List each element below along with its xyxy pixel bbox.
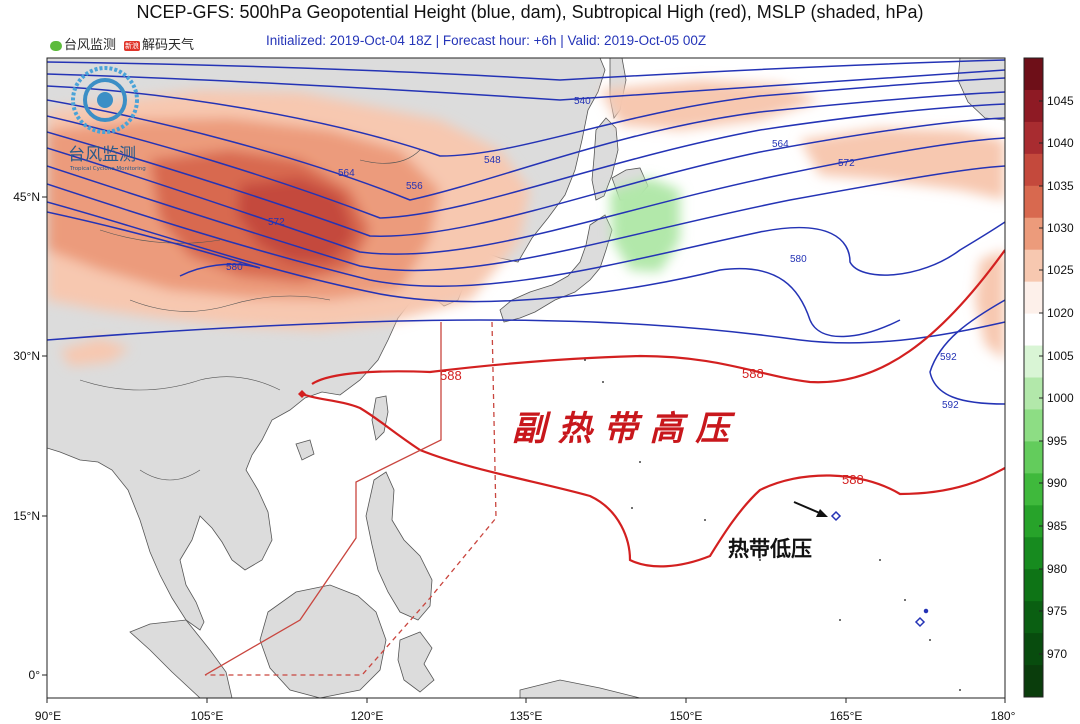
svg-text:580: 580 xyxy=(226,262,243,273)
colorbar-segment xyxy=(1024,601,1043,634)
svg-text:135°E: 135°E xyxy=(510,709,543,723)
tropical-depression-marker xyxy=(830,510,929,628)
colorbar-tick-label: 1020 xyxy=(1047,306,1074,320)
svg-text:165°E: 165°E xyxy=(830,709,863,723)
source-credits: 台风监测 新浪 解码天气 xyxy=(50,34,194,53)
coastlines xyxy=(79,149,421,481)
svg-text:90°E: 90°E xyxy=(35,709,61,723)
colorbar-segment xyxy=(1024,473,1043,506)
colorbar-tick-label: 990 xyxy=(1047,476,1067,490)
svg-text:572: 572 xyxy=(838,158,855,169)
wechat-icon xyxy=(50,40,62,51)
svg-text:Tropical Cyclone Monitoring: Tropical Cyclone Monitoring xyxy=(69,166,146,172)
svg-text:588: 588 xyxy=(440,368,462,383)
colorbar-tick-label: 1030 xyxy=(1047,221,1074,235)
colorbar-tick-label: 1045 xyxy=(1047,94,1074,108)
svg-text:15°N: 15°N xyxy=(13,509,40,523)
run-info: Initialized: 2019-Oct-04 18Z | Forecast … xyxy=(266,33,707,48)
colorbar-tick-label: 975 xyxy=(1047,604,1067,618)
sh-west-point xyxy=(298,390,306,398)
colorbar-tick-label: 970 xyxy=(1047,647,1067,661)
colorbar-segment xyxy=(1024,217,1043,251)
colorbar-tick-label: 1025 xyxy=(1047,263,1074,277)
colorbar-segment xyxy=(1024,58,1043,91)
typhoon-monitor-logo: 台风监测 Tropical Cyclone Monitoring xyxy=(68,66,146,172)
svg-text:120°E: 120°E xyxy=(351,709,384,723)
colorbar-tick-label: 980 xyxy=(1047,562,1067,576)
colorbar-segment xyxy=(1024,537,1043,570)
svg-text:45°N: 45°N xyxy=(13,190,40,204)
colorbar-tick-label: 1005 xyxy=(1047,349,1074,363)
svg-text:572: 572 xyxy=(268,217,285,228)
svg-text:592: 592 xyxy=(940,352,957,363)
colorbar-segment xyxy=(1024,409,1043,442)
credit-typhoon-monitor: 台风监测 xyxy=(64,38,117,53)
colorbar-segment xyxy=(1024,121,1043,155)
colorbar-tick-label: 1035 xyxy=(1047,179,1074,193)
chart-title: NCEP-GFS: 500hPa Geopotential Height (bl… xyxy=(136,2,924,22)
colorbar-segment xyxy=(1024,665,1043,698)
svg-text:台风监测: 台风监测 xyxy=(68,145,136,165)
colorbar-segment xyxy=(1024,505,1043,538)
colorbar-segment xyxy=(1024,633,1043,666)
colorbar-segment xyxy=(1024,377,1043,410)
colorbar-labels: 1045 1040 1035 1030 1025 1020 1005 1000 995 990 98… xyxy=(1047,94,1074,661)
svg-text:30°N: 30°N xyxy=(13,349,40,363)
svg-text:564: 564 xyxy=(772,139,789,150)
colorbar-frame xyxy=(1023,57,1044,698)
subtropical-high-labels: 588 588 588 xyxy=(440,366,864,487)
subtropical-high-contours xyxy=(301,249,1005,568)
tropical-depression-annotation: 热带低压 xyxy=(728,537,812,561)
svg-text:548: 548 xyxy=(484,155,501,166)
svg-text:588: 588 xyxy=(842,472,864,487)
svg-text:105°E: 105°E xyxy=(191,709,224,723)
colorbar-tick-label: 1000 xyxy=(1047,391,1074,405)
x-axis: 90°E 105°E 120°E 135°E 150°E 165°E 180° xyxy=(35,698,1016,723)
svg-text:180°: 180° xyxy=(991,709,1016,723)
svg-text:540: 540 xyxy=(574,96,591,107)
colorbar-segment xyxy=(1024,569,1043,602)
svg-text:556: 556 xyxy=(406,181,423,192)
svg-text:564: 564 xyxy=(338,168,355,179)
svg-text:588: 588 xyxy=(742,366,764,381)
mslp-colorbar xyxy=(1023,57,1044,698)
colorbar-segment xyxy=(1024,185,1043,219)
credit-decode-weather: 解码天气 xyxy=(142,38,195,53)
colorbar-tick-label: 985 xyxy=(1047,519,1067,533)
colorbar-segment xyxy=(1024,249,1043,283)
svg-text:580: 580 xyxy=(790,254,807,265)
colorbar-segment xyxy=(1024,441,1043,474)
weibo-icon: 新浪 xyxy=(124,40,141,51)
pacific-islands xyxy=(584,359,961,691)
height-contours xyxy=(47,59,1005,405)
colorbar-segment xyxy=(1024,153,1043,187)
colorbar-segment xyxy=(1024,313,1043,347)
colorbar-segment xyxy=(1024,345,1043,378)
colorbar-tick-label: 1040 xyxy=(1047,136,1074,150)
height-contour-labels: 540 548 556 564 564 572 572 580 580 592 … xyxy=(226,96,959,411)
colorbar-tick-label: 995 xyxy=(1047,434,1067,448)
arrow-icon xyxy=(793,501,828,517)
svg-text:0°: 0° xyxy=(29,668,41,682)
svg-text:592: 592 xyxy=(942,400,959,411)
colorbar-segment xyxy=(1024,281,1043,315)
y-axis: 45°N 30°N 15°N 0° xyxy=(13,190,47,682)
colorbar-segment xyxy=(1024,89,1043,123)
svg-text:150°E: 150°E xyxy=(670,709,703,723)
subtropical-high-annotation: 副 热 带 高 压 xyxy=(512,409,735,449)
warning-lines xyxy=(204,321,497,676)
